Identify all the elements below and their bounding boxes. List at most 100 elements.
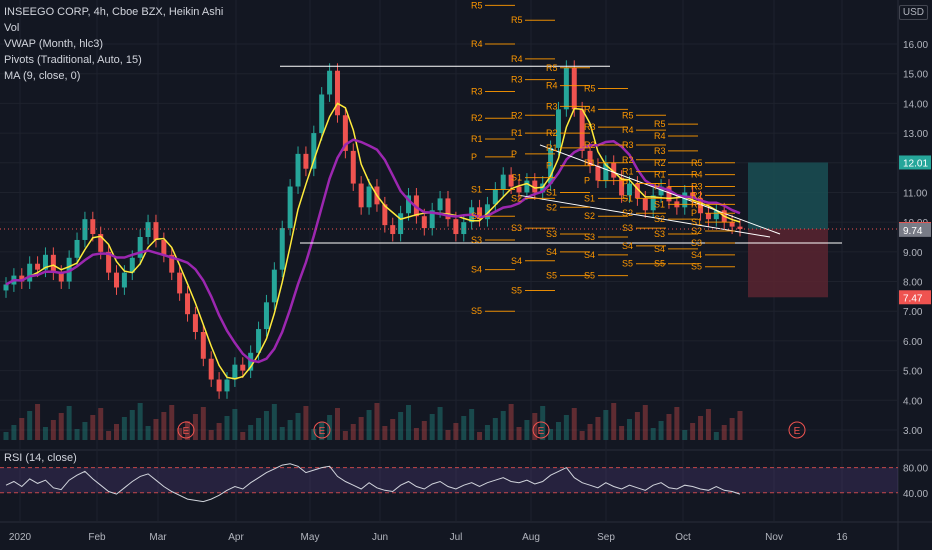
volume-bar <box>35 404 41 440</box>
pivot-label: R2 <box>511 110 523 120</box>
price-tick-label: 9.00 <box>903 248 923 259</box>
pivot-label: S3 <box>511 223 522 233</box>
indicator-pivots[interactable]: Pivots (Traditional, Auto, 15) <box>4 54 142 66</box>
volume-bar <box>303 406 309 440</box>
pivot-label: S4 <box>471 265 482 275</box>
candle-body <box>287 186 293 229</box>
price-tick-label: 14.00 <box>903 99 928 110</box>
volume-bar <box>216 423 222 440</box>
rsi-legend[interactable]: RSI (14, close) <box>4 452 77 464</box>
pivot-label: R2 <box>471 113 483 123</box>
pivot-label: R1 <box>546 143 558 153</box>
volume-bar <box>674 407 680 440</box>
volume-bar <box>461 416 467 440</box>
candle-body <box>698 198 704 214</box>
candle-body <box>66 257 72 282</box>
candle-body <box>579 109 585 151</box>
volume-bar <box>295 413 301 440</box>
pivot-label: S1 <box>546 187 557 197</box>
candle-body <box>42 254 48 270</box>
target-zone <box>748 162 828 229</box>
volume-bar <box>492 418 498 440</box>
pivot-label: S5 <box>622 259 633 269</box>
pivot-label: S2 <box>691 226 702 236</box>
rsi-level-label: 80.00 <box>903 464 928 475</box>
candle-body <box>398 213 404 235</box>
price-tick-label: 3.00 <box>903 426 923 437</box>
candle-body <box>382 204 388 226</box>
indicator-vol[interactable]: Vol <box>4 22 20 34</box>
volume-bar <box>82 422 88 440</box>
candle-body <box>705 213 711 220</box>
volume-bar <box>619 426 625 440</box>
candle-body <box>177 272 183 294</box>
volume-bar <box>500 411 506 440</box>
volume-bar <box>192 414 198 440</box>
candle-body <box>334 70 340 116</box>
candle-body <box>532 180 538 193</box>
candle-body <box>484 204 490 220</box>
candle-body <box>106 251 112 273</box>
earnings-marker <box>177 421 195 439</box>
pivot-label: R2 <box>622 155 634 165</box>
indicator-ma[interactable]: MA (9, close, 0) <box>4 70 81 82</box>
volume-bar <box>374 403 380 440</box>
pivot-label: S3 <box>471 235 482 245</box>
pivot-label: R3 <box>471 87 483 97</box>
earnings-marker <box>788 421 806 439</box>
pivot-label: S5 <box>654 259 665 269</box>
volume-bar <box>42 427 48 440</box>
candle-body <box>82 219 88 240</box>
volume-bar <box>311 429 317 440</box>
candle-body <box>216 379 222 392</box>
pivot-label: R3 <box>546 101 558 111</box>
price-tick-label: 15.00 <box>903 70 928 81</box>
candle-body <box>658 186 664 196</box>
candle-body <box>619 177 625 196</box>
volume-bar <box>358 417 364 440</box>
indicator-vwap[interactable]: VWAP (Month, hlc3) <box>4 38 104 50</box>
candle-body <box>137 237 143 258</box>
pivot-label: R5 <box>511 15 523 25</box>
candle-body <box>682 192 688 208</box>
volume-bar <box>469 409 475 440</box>
price-tick-label: 16.00 <box>903 40 928 51</box>
time-tick-label: Jul <box>450 532 463 543</box>
volume-bar <box>161 412 167 440</box>
rsi-band <box>0 467 898 493</box>
pivot-label: S1 <box>584 193 595 203</box>
volume-bar <box>524 420 530 440</box>
candle-body <box>627 183 633 196</box>
currency-label[interactable]: USD <box>898 5 928 20</box>
pivot-label: R1 <box>654 170 666 180</box>
volume-bar <box>185 421 191 440</box>
pivot-label: S1 <box>471 184 482 194</box>
candle-body <box>611 162 617 178</box>
candle-body <box>153 222 159 240</box>
earnings-label: E <box>538 426 545 437</box>
pivot-label: S2 <box>654 214 665 224</box>
volume-bar <box>287 420 293 440</box>
lower-trendline <box>519 194 771 238</box>
pivot-label: R1 <box>511 128 523 138</box>
volume-bar <box>595 417 601 440</box>
time-tick-label: Jun <box>372 532 388 543</box>
time-tick-label: Apr <box>228 532 244 543</box>
pivot-label: S3 <box>584 232 595 242</box>
volume-bar <box>66 406 72 440</box>
pivot-label: S5 <box>546 271 557 281</box>
candle-body <box>161 239 167 255</box>
volume-bar <box>98 408 104 440</box>
pivot-label: S2 <box>471 211 482 221</box>
candle-body <box>200 332 206 359</box>
candle-body <box>603 162 609 181</box>
volume-bar <box>169 405 175 440</box>
price-tick-label: 13.00 <box>903 129 928 140</box>
volume-bar <box>271 404 277 440</box>
volume-bar <box>658 421 664 440</box>
time-tick-label: Mar <box>149 532 167 543</box>
pivot-label: R4 <box>546 81 558 91</box>
pivot-label: S4 <box>546 247 557 257</box>
volume-bar <box>3 432 9 440</box>
